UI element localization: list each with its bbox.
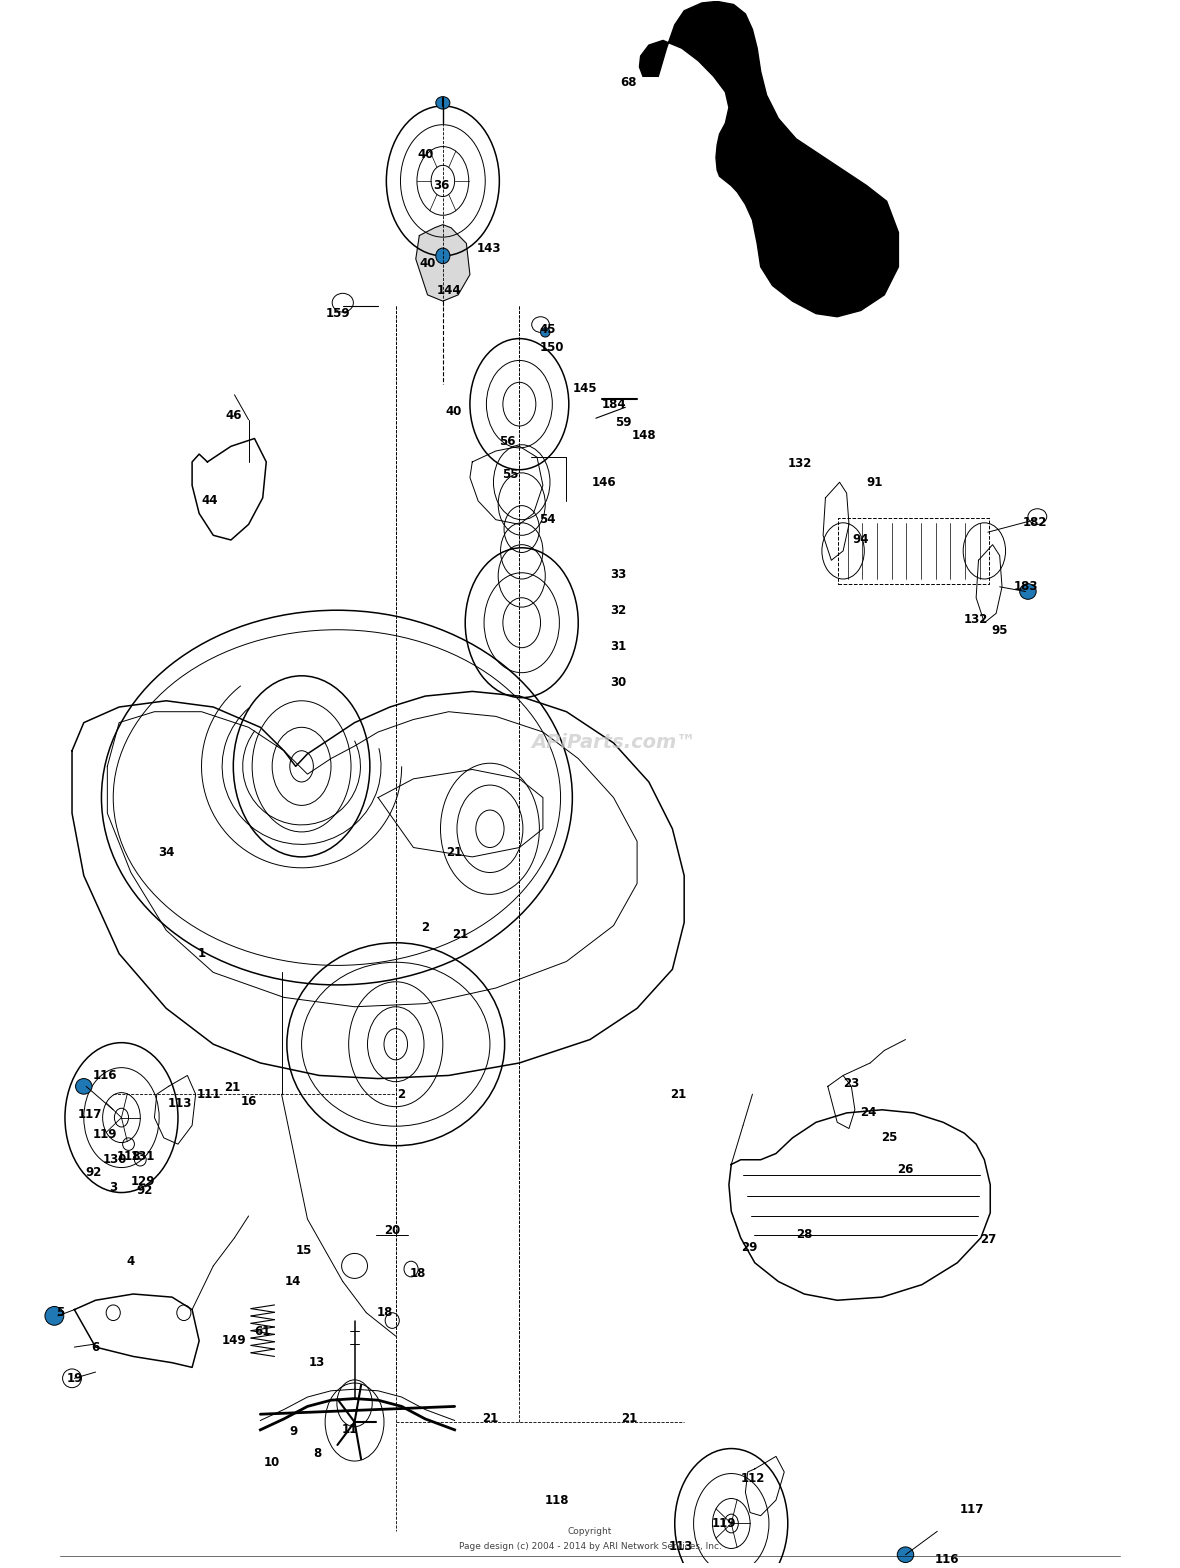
Text: 18: 18	[376, 1306, 393, 1319]
Text: 149: 149	[222, 1334, 247, 1347]
Text: 3: 3	[110, 1181, 117, 1195]
Text: 31: 31	[610, 640, 627, 652]
Text: 21: 21	[446, 845, 463, 859]
Ellipse shape	[45, 1306, 64, 1325]
Text: 20: 20	[385, 1223, 400, 1237]
Text: 40: 40	[417, 147, 433, 162]
Text: 118: 118	[117, 1151, 140, 1163]
Text: 24: 24	[860, 1107, 876, 1120]
Text: 95: 95	[991, 624, 1008, 637]
Text: 45: 45	[539, 323, 556, 336]
Text: 59: 59	[615, 417, 631, 430]
Ellipse shape	[897, 1548, 913, 1563]
Text: 143: 143	[477, 241, 502, 254]
Text: 9: 9	[289, 1425, 297, 1438]
Text: 132: 132	[787, 456, 812, 470]
Text: 130: 130	[103, 1152, 126, 1167]
Text: 13: 13	[309, 1356, 325, 1369]
Text: 150: 150	[540, 342, 564, 354]
Text: 91: 91	[866, 475, 883, 489]
Text: 56: 56	[499, 436, 516, 448]
Text: Copyright: Copyright	[568, 1527, 612, 1535]
Text: 19: 19	[66, 1372, 83, 1385]
Ellipse shape	[1020, 583, 1036, 599]
Text: 28: 28	[796, 1228, 813, 1242]
Text: 112: 112	[740, 1472, 765, 1485]
Text: 36: 36	[433, 179, 450, 193]
Text: 10: 10	[264, 1457, 281, 1469]
Text: 27: 27	[979, 1232, 996, 1247]
Text: 2: 2	[398, 1088, 406, 1101]
Text: 21: 21	[670, 1088, 687, 1101]
Text: 116: 116	[93, 1069, 117, 1082]
Text: APiParts.com™: APiParts.com™	[531, 734, 696, 753]
Text: 116: 116	[935, 1552, 959, 1566]
Text: 16: 16	[241, 1096, 257, 1109]
Text: 118: 118	[545, 1494, 569, 1507]
Text: 117: 117	[959, 1504, 984, 1516]
Text: 40: 40	[419, 257, 435, 270]
Text: 15: 15	[296, 1243, 313, 1258]
Text: 183: 183	[1014, 580, 1038, 593]
Text: 92: 92	[85, 1165, 101, 1179]
Text: 144: 144	[437, 284, 461, 296]
Text: 5: 5	[57, 1306, 65, 1319]
Text: 21: 21	[481, 1413, 498, 1425]
Ellipse shape	[540, 328, 550, 337]
Text: 182: 182	[1023, 516, 1047, 530]
Text: 26: 26	[897, 1162, 913, 1176]
Text: 94: 94	[852, 533, 868, 547]
Text: 2: 2	[421, 920, 430, 933]
Text: 21: 21	[224, 1082, 241, 1094]
Text: 61: 61	[255, 1325, 271, 1338]
Text: 145: 145	[573, 383, 597, 395]
Text: 6: 6	[91, 1341, 99, 1353]
Polygon shape	[640, 2, 898, 317]
Text: 148: 148	[631, 430, 656, 442]
Text: 4: 4	[126, 1254, 135, 1267]
Text: 32: 32	[610, 604, 627, 616]
Text: 1: 1	[197, 947, 205, 960]
Text: 34: 34	[158, 845, 175, 859]
Text: 21: 21	[452, 928, 468, 941]
Text: 29: 29	[741, 1240, 758, 1254]
Ellipse shape	[435, 97, 450, 110]
Ellipse shape	[435, 248, 450, 263]
Text: 131: 131	[131, 1151, 155, 1163]
Text: 23: 23	[844, 1077, 859, 1090]
Text: 111: 111	[196, 1088, 221, 1101]
Text: 119: 119	[712, 1516, 736, 1530]
Text: 18: 18	[409, 1267, 426, 1279]
Text: 33: 33	[610, 568, 627, 580]
Text: 30: 30	[610, 676, 627, 688]
Text: 113: 113	[168, 1098, 192, 1110]
Text: 113: 113	[668, 1540, 693, 1554]
Polygon shape	[415, 224, 470, 301]
Text: 159: 159	[326, 307, 350, 320]
Text: 117: 117	[78, 1109, 101, 1121]
Text: 21: 21	[621, 1413, 637, 1425]
Text: 119: 119	[93, 1129, 117, 1142]
Text: 68: 68	[621, 77, 637, 89]
Text: 92: 92	[137, 1184, 153, 1198]
Text: 8: 8	[313, 1447, 321, 1460]
Text: 11: 11	[342, 1424, 358, 1436]
Text: 129: 129	[131, 1174, 155, 1189]
Text: 55: 55	[502, 467, 518, 481]
Text: 40: 40	[445, 406, 461, 419]
Text: 132: 132	[964, 613, 989, 626]
Text: 14: 14	[286, 1275, 302, 1287]
Text: 146: 146	[592, 475, 616, 489]
Text: 25: 25	[880, 1132, 897, 1145]
Text: 44: 44	[202, 494, 218, 508]
Text: Page design (c) 2004 - 2014 by ARI Network Services, Inc.: Page design (c) 2004 - 2014 by ARI Netwo…	[459, 1543, 721, 1551]
Text: 46: 46	[225, 409, 242, 422]
Text: 54: 54	[539, 513, 556, 527]
Ellipse shape	[76, 1079, 92, 1094]
Text: 184: 184	[602, 398, 625, 411]
